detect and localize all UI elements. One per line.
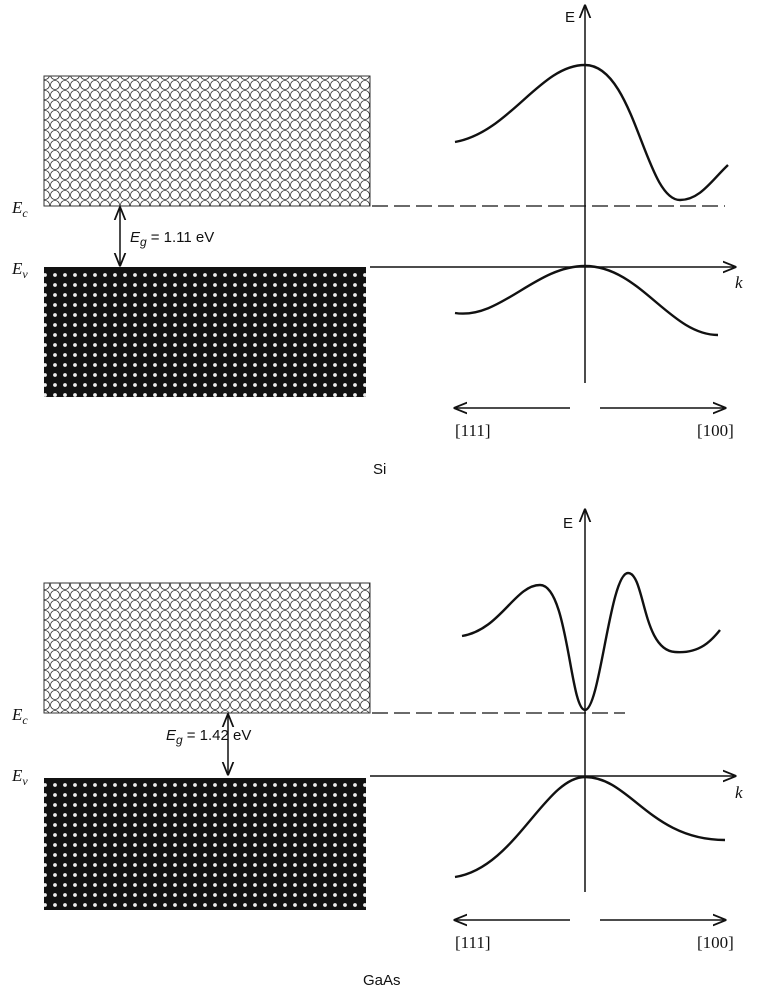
ec-label: Ec [11, 705, 28, 727]
valence-curve [454, 264, 719, 337]
gaas-panel: E k Ec Ev Eg = 1.42 eV [111] [100] GaAs [11, 510, 743, 989]
direction-label: [111] [455, 421, 491, 440]
conduction-band [43, 75, 371, 207]
valence-band [44, 778, 366, 910]
gap-label: Eg = 1.11 eV [130, 229, 214, 249]
si-panel: E k Ec Ev Eg = 1.11 eV [111] [100] Si [11, 6, 743, 478]
ev-label: Ev [11, 766, 28, 788]
ev-label: Ev [11, 259, 28, 281]
conduction-curve [454, 63, 729, 202]
material-label: GaAs [363, 972, 401, 989]
energy-axis-label: E [563, 515, 573, 532]
energy-axis-label: E [565, 9, 575, 26]
valence-band [44, 267, 366, 397]
k-axis-label: k [735, 273, 743, 292]
k-axis-label: k [735, 783, 743, 802]
direction-label: [100] [697, 421, 734, 440]
ec-label: Ec [11, 198, 28, 220]
conduction-band [43, 582, 371, 714]
direction-label: [111] [455, 933, 491, 952]
valence-curve [454, 775, 726, 879]
material-label: Si [373, 461, 386, 478]
conduction-curve [461, 571, 721, 712]
gap-label: Eg = 1.42 eV [166, 727, 251, 747]
direction-label: [100] [697, 933, 734, 952]
